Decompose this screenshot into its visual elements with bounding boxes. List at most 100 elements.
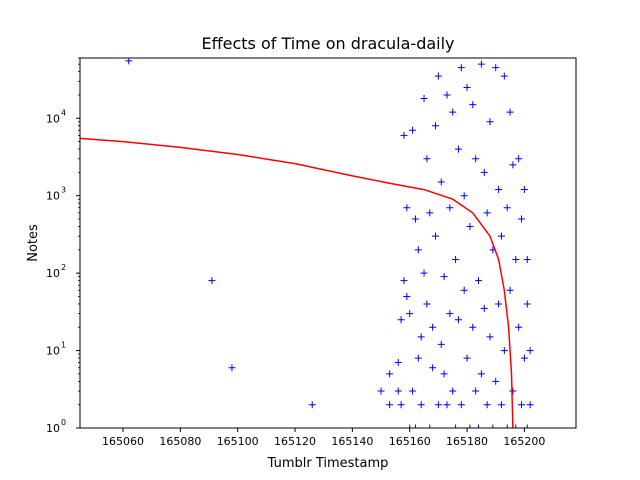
chart-title: Effects of Time on dracula-daily [201,34,454,53]
data-point [426,424,434,428]
data-point [420,94,428,102]
data-point [454,316,462,324]
data-point [506,108,514,116]
data-point [509,387,517,395]
y-tick-label: 10 [46,190,60,203]
plot-frame [79,57,577,429]
data-point [526,401,534,409]
data-point [497,401,505,409]
data-point [434,72,442,80]
data-point [466,424,474,428]
data-point [480,168,488,176]
data-point [426,209,434,217]
data-point [520,354,528,362]
data-point [486,333,494,341]
data-point [475,277,483,285]
data-point [409,126,417,134]
data-point [526,347,534,355]
x-axis: 165060 165080 165100 165120 165140 165160 1651… [102,428,545,448]
x-axis-label: Tumblr Timestamp [267,456,389,471]
data-point [394,359,402,367]
x-tick-label: 165200 [503,435,545,448]
data-point [472,387,480,395]
x-tick-label: 165160 [389,435,431,448]
y-tick-exponent: 1 [61,341,66,350]
data-point [411,215,419,223]
y-tick-label: 10 [46,422,60,435]
y-tick-label: 10 [46,345,60,358]
plot-area [80,58,534,428]
data-point [495,300,503,308]
y-tick-exponent: 4 [61,108,66,117]
y-tick-exponent: 3 [61,186,66,195]
data-point [406,424,414,428]
data-point [475,424,483,428]
data-point [452,424,460,428]
data-point [403,204,411,212]
data-point [432,122,440,130]
data-point [449,387,457,395]
data-point [469,323,477,331]
data-point [409,387,417,395]
data-point [503,424,511,428]
scatter-series [125,58,534,428]
data-point [443,401,451,409]
data-point [483,209,491,217]
data-point [492,377,500,385]
data-point [440,273,448,281]
data-point [125,58,133,65]
y-tick-exponent: 2 [61,263,66,272]
data-point [434,401,442,409]
data-point [449,108,457,116]
data-point [400,131,408,139]
data-point [495,186,503,194]
data-point [518,401,526,409]
data-point [480,304,488,312]
data-point [477,370,485,378]
data-point [509,161,517,169]
data-point [486,118,494,126]
x-tick-label: 165140 [331,435,373,448]
data-point [414,246,422,254]
data-point [460,192,468,200]
data-point [440,370,448,378]
data-point [420,269,428,277]
data-point [397,401,405,409]
data-point [386,401,394,409]
data-point [446,310,454,318]
data-point [512,424,520,428]
data-point [515,323,523,331]
x-tick-label: 165180 [446,435,488,448]
x-tick-label: 165080 [159,435,201,448]
data-point [406,310,414,318]
data-point [452,255,460,263]
data-point [414,354,422,362]
data-point [443,91,451,99]
data-point [417,333,425,341]
data-point [437,178,445,186]
data-point [489,424,497,428]
data-point [437,340,445,348]
data-point [500,72,508,80]
data-point [228,364,236,372]
data-point [400,277,408,285]
y-tick-label: 10 [46,267,60,280]
data-point [483,401,491,409]
x-tick-label: 165060 [102,435,144,448]
data-point [466,223,474,231]
data-point [518,215,526,223]
data-point [457,401,465,409]
data-point [472,155,480,163]
y-tick-label: 10 [46,112,60,125]
trend-line [80,137,514,428]
data-point [497,232,505,240]
data-point [492,64,500,72]
data-point [208,277,216,285]
data-point [500,347,508,355]
data-point [386,370,394,378]
data-point [446,204,454,212]
data-point [503,204,511,212]
data-point [394,387,402,395]
